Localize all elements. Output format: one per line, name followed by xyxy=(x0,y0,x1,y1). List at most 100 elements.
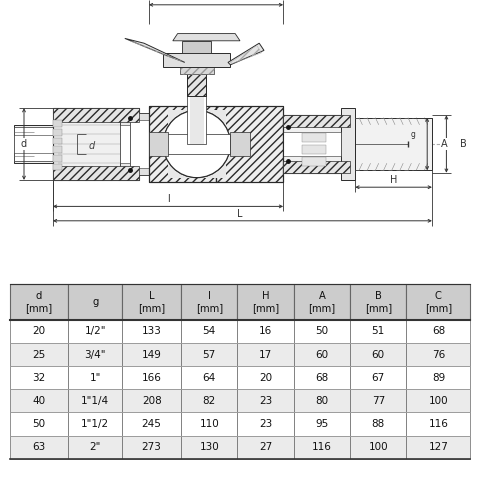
Bar xyxy=(407,412,470,436)
Bar xyxy=(149,106,216,182)
Bar xyxy=(283,115,350,173)
Text: 51: 51 xyxy=(372,326,385,336)
Text: 60: 60 xyxy=(315,349,328,360)
Text: L
[mm]: L [mm] xyxy=(138,291,165,312)
Bar xyxy=(10,366,69,389)
Bar xyxy=(190,96,204,144)
Polygon shape xyxy=(53,129,62,136)
Bar xyxy=(181,436,238,459)
Bar xyxy=(230,132,250,156)
Bar xyxy=(238,343,294,366)
Text: 245: 245 xyxy=(142,419,162,429)
Text: 166: 166 xyxy=(142,372,162,383)
Text: 64: 64 xyxy=(203,372,216,383)
Text: 27: 27 xyxy=(259,442,272,452)
Bar xyxy=(69,436,122,459)
Bar xyxy=(69,366,122,389)
Text: 127: 127 xyxy=(429,442,448,452)
Bar xyxy=(120,125,149,163)
Text: 67: 67 xyxy=(372,372,385,383)
Bar xyxy=(181,343,238,366)
Bar xyxy=(163,53,230,67)
Text: 110: 110 xyxy=(199,419,219,429)
Text: 1"1/2: 1"1/2 xyxy=(81,419,109,429)
Text: 130: 130 xyxy=(199,442,219,452)
Bar xyxy=(350,436,407,459)
Bar xyxy=(10,285,69,320)
Polygon shape xyxy=(53,138,62,144)
Bar xyxy=(294,412,350,436)
Text: 88: 88 xyxy=(372,419,385,429)
Bar xyxy=(69,343,122,366)
Text: l: l xyxy=(167,194,169,204)
Text: 95: 95 xyxy=(315,419,328,429)
Bar xyxy=(350,366,407,389)
Bar xyxy=(283,115,350,127)
Text: 50: 50 xyxy=(315,326,328,336)
Text: d: d xyxy=(21,139,27,149)
Bar xyxy=(149,106,216,182)
Bar xyxy=(122,343,181,366)
Bar xyxy=(294,320,350,343)
Text: 1": 1" xyxy=(90,372,101,383)
Polygon shape xyxy=(53,120,62,127)
Bar xyxy=(187,72,206,96)
Text: 80: 80 xyxy=(315,396,328,406)
Bar xyxy=(302,133,326,142)
Text: 23: 23 xyxy=(259,419,272,429)
Bar xyxy=(238,436,294,459)
Bar xyxy=(181,285,238,320)
Text: 82: 82 xyxy=(203,396,216,406)
Bar xyxy=(122,320,181,343)
Text: A: A xyxy=(441,139,447,149)
Text: 133: 133 xyxy=(142,326,162,336)
Bar xyxy=(182,41,211,53)
Bar xyxy=(181,320,238,343)
Text: 1"1/4: 1"1/4 xyxy=(81,396,109,406)
Polygon shape xyxy=(173,34,240,41)
Text: d: d xyxy=(88,142,95,151)
Text: 116: 116 xyxy=(429,419,448,429)
Bar xyxy=(53,166,139,180)
Bar xyxy=(187,72,206,96)
Text: 32: 32 xyxy=(33,372,46,383)
Text: 100: 100 xyxy=(369,442,388,452)
Text: d
[mm]: d [mm] xyxy=(25,291,53,312)
Text: 2": 2" xyxy=(90,442,101,452)
Polygon shape xyxy=(53,155,62,162)
Text: 208: 208 xyxy=(142,396,162,406)
Text: 23: 23 xyxy=(259,396,272,406)
Text: 20: 20 xyxy=(33,326,46,336)
Bar xyxy=(238,320,294,343)
Bar xyxy=(14,127,53,161)
Bar xyxy=(407,320,470,343)
Bar xyxy=(238,285,294,320)
Bar xyxy=(53,108,139,180)
Text: 100: 100 xyxy=(429,396,448,406)
Text: 40: 40 xyxy=(33,396,46,406)
Text: 116: 116 xyxy=(312,442,332,452)
Text: 68: 68 xyxy=(315,372,328,383)
Text: 20: 20 xyxy=(259,372,272,383)
Bar xyxy=(216,106,283,182)
Bar xyxy=(122,366,181,389)
Polygon shape xyxy=(228,43,264,65)
Bar xyxy=(302,145,326,154)
Text: l
[mm]: l [mm] xyxy=(196,291,223,312)
Bar xyxy=(294,436,350,459)
Bar xyxy=(10,389,69,412)
Bar xyxy=(149,132,168,156)
Bar xyxy=(407,366,470,389)
Bar xyxy=(350,285,407,320)
Bar xyxy=(355,118,432,170)
Bar xyxy=(407,343,470,366)
Bar xyxy=(350,389,407,412)
Bar xyxy=(130,120,149,168)
Text: 76: 76 xyxy=(432,349,445,360)
Bar xyxy=(163,134,230,154)
Bar xyxy=(216,106,283,182)
Bar xyxy=(180,65,214,74)
Bar xyxy=(14,125,53,163)
Bar xyxy=(283,161,350,173)
Text: 89: 89 xyxy=(432,372,445,383)
